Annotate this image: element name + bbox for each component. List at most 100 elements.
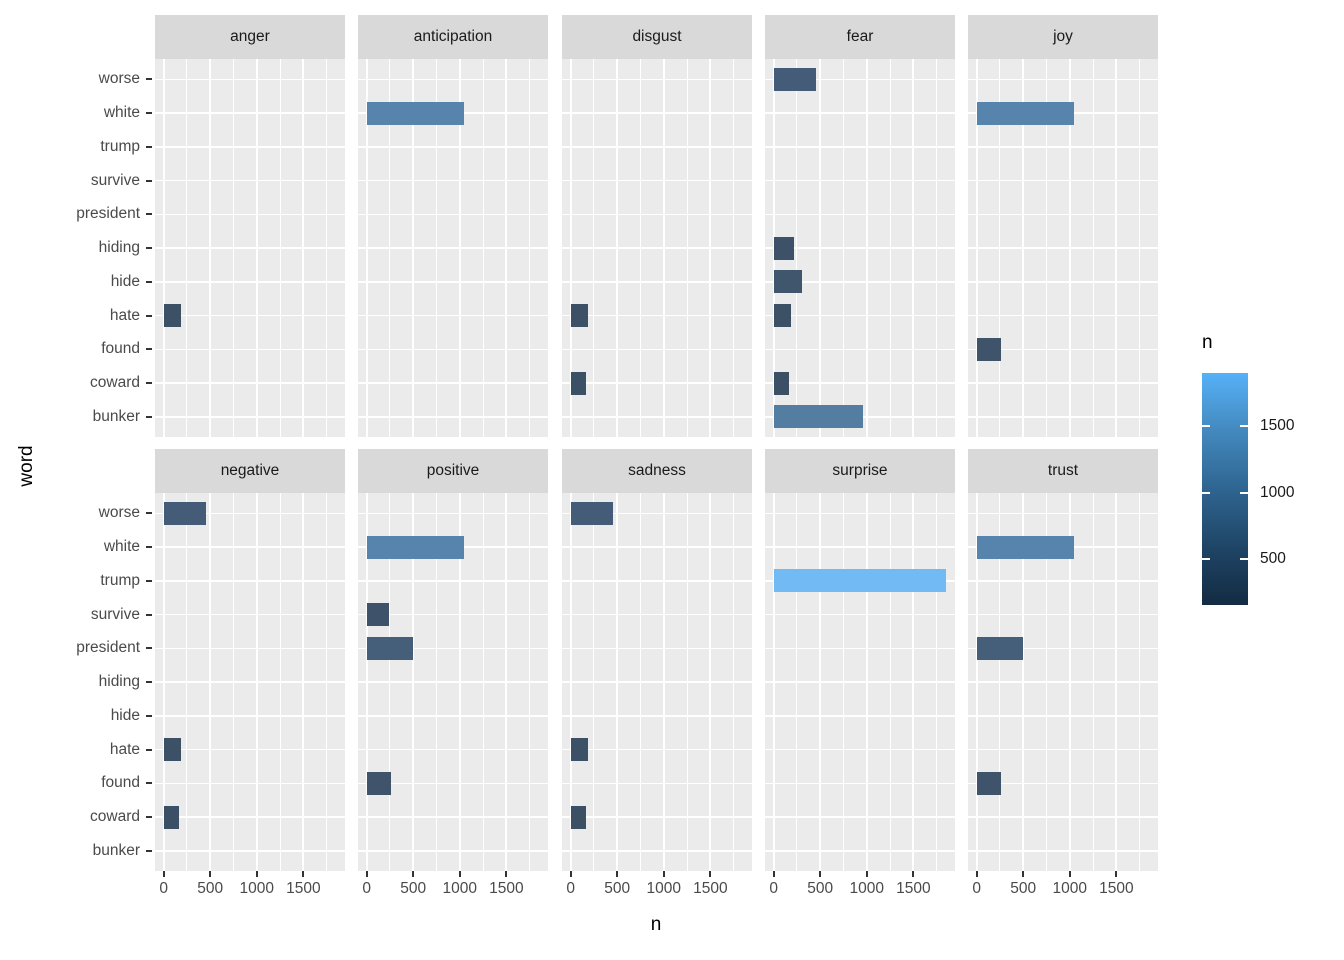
gridline-horizontal: [155, 179, 345, 182]
x-axis-label: 1000: [442, 880, 478, 897]
x-axis-label: 0: [769, 880, 778, 897]
y-axis-tick: [146, 145, 152, 148]
y-axis-label-coward: coward: [90, 374, 140, 391]
gridline-horizontal: [765, 78, 955, 80]
gridline-horizontal: [765, 382, 955, 384]
y-axis-label-survive: survive: [90, 171, 140, 189]
bar-white: [976, 101, 1074, 125]
facet-panel-surprise: [765, 493, 955, 871]
y-axis-tick: [146, 348, 152, 351]
gridline-horizontal: [968, 314, 1158, 317]
gridline-vertical-minor: [686, 59, 688, 437]
gridline-horizontal: [358, 512, 548, 514]
gridline-horizontal: [155, 348, 345, 350]
gridline-vertical-minor: [593, 493, 595, 871]
gridline-vertical-major: [662, 59, 665, 437]
gridline-horizontal: [155, 512, 345, 514]
gridline-vertical-major: [975, 493, 978, 871]
bar-worse: [773, 67, 817, 91]
gridline-horizontal: [155, 382, 345, 384]
gridline-horizontal: [358, 179, 548, 182]
y-axis-label-trump: trump: [100, 137, 140, 155]
gridline-horizontal: [968, 179, 1158, 182]
y-axis-tick: [146, 714, 152, 717]
y-axis-label-white: white: [103, 104, 140, 121]
gridline-vertical-minor: [640, 493, 641, 871]
gridline-vertical-minor: [593, 59, 595, 437]
facet-strip-label: trust: [1047, 462, 1079, 479]
gridline-horizontal: [765, 213, 955, 215]
gridline-horizontal: [765, 546, 955, 548]
legend-tick-label: 500: [1260, 550, 1286, 567]
gridline-vertical-major: [162, 59, 165, 437]
bar-white: [366, 101, 464, 125]
x-axis-label: 500: [604, 880, 631, 897]
gridline-vertical-minor: [233, 59, 234, 437]
x-axis-tick: [505, 871, 508, 877]
gridline-vertical-major: [975, 59, 978, 437]
x-axis-label: 0: [362, 880, 371, 897]
gridline-horizontal: [968, 613, 1158, 616]
gridline-horizontal: [562, 281, 752, 283]
gridline-horizontal: [562, 580, 752, 582]
y-axis-tick: [146, 816, 152, 818]
gridline-horizontal: [562, 850, 752, 852]
gridline-vertical-major: [1022, 59, 1025, 437]
gridline-vertical-minor: [436, 59, 437, 437]
bar-hate: [773, 304, 792, 327]
gridline-horizontal: [155, 213, 345, 215]
gridline-horizontal: [765, 314, 955, 317]
y-axis-tick: [146, 681, 152, 683]
gridline-horizontal: [562, 546, 752, 548]
y-axis-tick: [146, 579, 152, 582]
gridline-vertical-minor: [640, 59, 641, 437]
y-axis-tick: [146, 782, 152, 785]
gridline-vertical-minor: [1046, 493, 1047, 871]
gridline-horizontal: [968, 748, 1158, 751]
gridline-vertical-major: [209, 493, 212, 871]
x-axis-label: 1000: [849, 880, 885, 897]
bar-found: [976, 337, 1002, 361]
x-axis-tick: [865, 871, 868, 877]
legend-tick-label: 1500: [1260, 416, 1295, 434]
x-axis-label: 1500: [693, 880, 728, 897]
y-axis-tick: [146, 748, 152, 751]
gridline-horizontal: [562, 681, 752, 683]
gridline-vertical-major: [255, 493, 258, 871]
bar-trump: [773, 569, 946, 593]
bar-survive: [366, 603, 390, 626]
gridline-vertical-major: [616, 59, 619, 437]
gridline-vertical-minor: [436, 493, 437, 871]
gridline-vertical-minor: [1092, 493, 1094, 871]
gridline-horizontal: [562, 748, 752, 751]
gridline-horizontal: [358, 213, 548, 215]
y-axis-tick: [146, 314, 152, 317]
gridline-vertical-major: [302, 493, 305, 871]
gridline-vertical-major: [1115, 59, 1118, 437]
facet-panel-fear: [765, 59, 955, 437]
gridline-horizontal: [562, 782, 752, 784]
gridline-vertical-minor: [843, 493, 844, 871]
gridline-vertical-minor: [279, 59, 281, 437]
facet-strip-anticipation: anticipation: [358, 15, 548, 59]
gridline-horizontal: [765, 782, 955, 784]
gridline-vertical-major: [505, 493, 508, 871]
y-axis-title: word: [16, 445, 37, 487]
gridline-vertical-major: [458, 59, 461, 437]
x-axis-tick: [1068, 871, 1071, 877]
gridline-vertical-major: [1068, 59, 1071, 437]
facet-panel-trust: [968, 493, 1158, 871]
gridline-horizontal: [155, 416, 345, 418]
gridline-horizontal: [765, 647, 955, 649]
facet-strip-label: negative: [220, 462, 280, 479]
gridline-horizontal: [968, 416, 1158, 418]
x-axis-label: 500: [807, 880, 834, 897]
bar-hate: [163, 304, 182, 327]
y-axis-label-hide: hide: [110, 706, 140, 724]
x-axis-label: 1000: [1052, 880, 1088, 897]
gridline-horizontal: [562, 647, 752, 649]
gridline-vertical-major: [1022, 493, 1025, 871]
facet-strip-sadness: sadness: [562, 449, 752, 493]
gridline-horizontal: [155, 247, 345, 249]
y-axis-tick: [146, 415, 152, 418]
